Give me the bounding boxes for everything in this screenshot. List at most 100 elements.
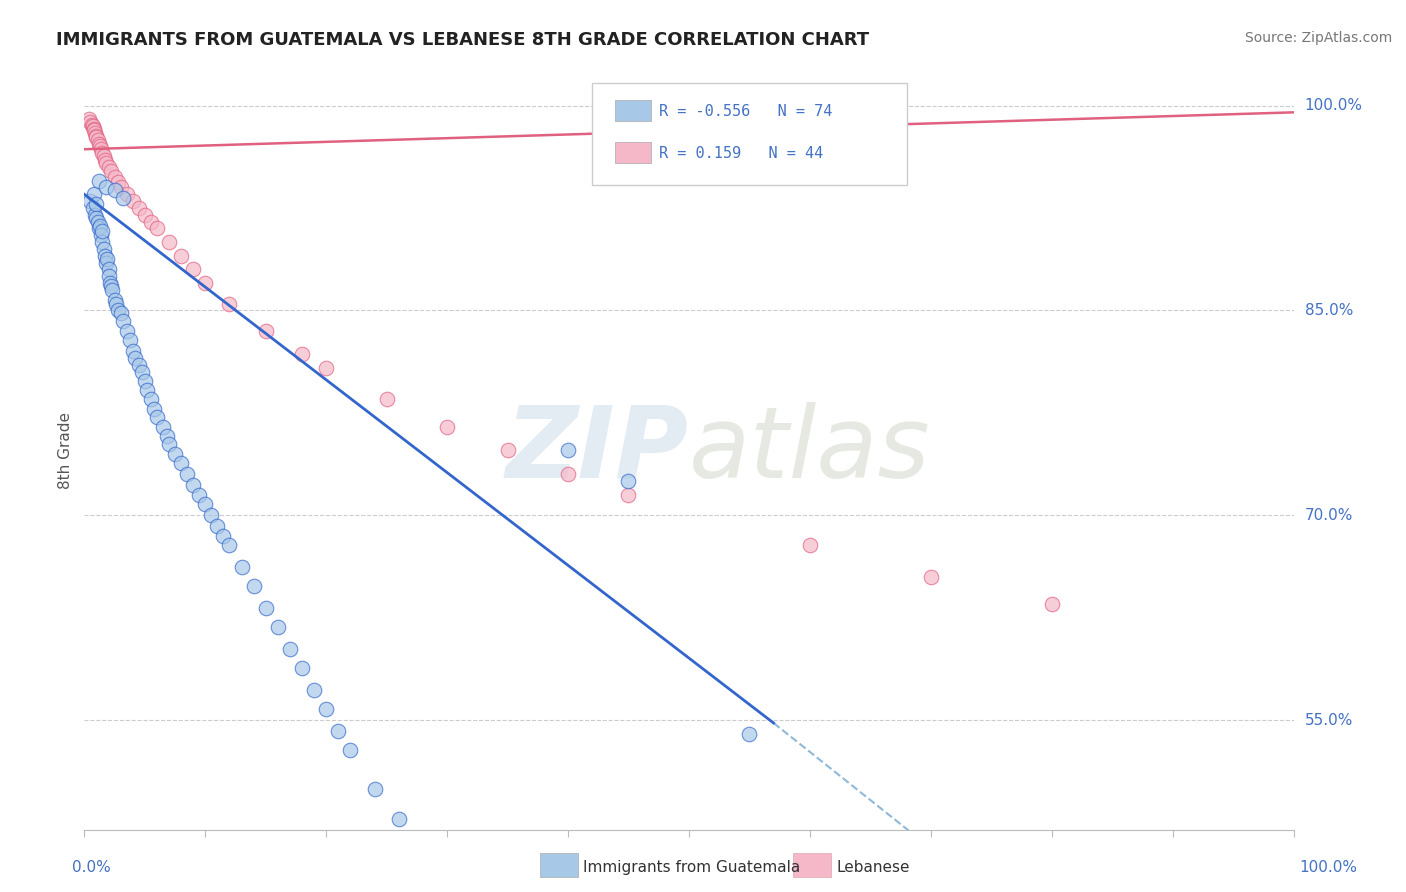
Point	[200, 508, 222, 523]
Point	[212, 529, 235, 543]
Point	[107, 303, 129, 318]
Point	[82, 201, 104, 215]
Point	[181, 262, 204, 277]
Point	[315, 702, 337, 716]
Point	[82, 119, 104, 133]
Point	[136, 383, 159, 397]
Point	[218, 296, 240, 310]
Point	[128, 201, 150, 215]
Text: Lebanese: Lebanese	[837, 860, 910, 874]
Point	[207, 519, 229, 533]
Text: 85.0%: 85.0%	[1305, 303, 1353, 318]
Point	[302, 683, 325, 698]
Point	[86, 214, 108, 228]
Point	[112, 191, 135, 205]
Point	[87, 221, 110, 235]
Point	[188, 488, 211, 502]
Point	[157, 437, 180, 451]
FancyBboxPatch shape	[616, 142, 651, 163]
Point	[388, 812, 411, 826]
Point	[920, 570, 942, 584]
Point	[94, 249, 117, 263]
Point	[124, 351, 146, 366]
Text: 55.0%: 55.0%	[1305, 713, 1353, 728]
Point	[218, 538, 240, 552]
Point	[84, 208, 107, 222]
Point	[242, 579, 264, 593]
Point	[291, 661, 314, 675]
Point	[231, 560, 253, 574]
Point	[115, 324, 138, 338]
Point	[170, 457, 193, 471]
Point	[107, 175, 129, 189]
Point	[93, 149, 115, 163]
Point	[181, 478, 204, 492]
Point	[84, 126, 107, 140]
Point	[87, 136, 110, 151]
Point	[94, 255, 117, 269]
Text: R = -0.556   N = 74: R = -0.556 N = 74	[659, 104, 832, 119]
Point	[90, 142, 112, 156]
Point	[93, 242, 115, 256]
Point	[1040, 597, 1063, 611]
Point	[436, 863, 458, 878]
Point	[121, 194, 143, 208]
Point	[165, 447, 187, 461]
Text: IMMIGRANTS FROM GUATEMALA VS LEBANESE 8TH GRADE CORRELATION CHART: IMMIGRANTS FROM GUATEMALA VS LEBANESE 8T…	[56, 31, 869, 49]
Point	[104, 169, 127, 184]
Point	[339, 743, 361, 757]
Point	[436, 419, 458, 434]
Point	[104, 183, 127, 197]
Point	[375, 392, 398, 407]
Point	[557, 442, 579, 457]
Text: Source: ZipAtlas.com: Source: ZipAtlas.com	[1244, 31, 1392, 45]
Point	[128, 358, 150, 372]
Point	[139, 392, 162, 407]
Text: 100.0%: 100.0%	[1299, 860, 1358, 874]
Point	[139, 214, 162, 228]
Text: 70.0%: 70.0%	[1305, 508, 1353, 523]
Point	[115, 187, 138, 202]
Point	[134, 375, 156, 389]
Point	[254, 601, 277, 615]
Point	[146, 221, 169, 235]
Text: atlas: atlas	[689, 402, 931, 499]
Point	[176, 467, 198, 482]
Point	[86, 133, 108, 147]
Point	[100, 164, 122, 178]
Point	[291, 347, 314, 361]
Point	[254, 324, 277, 338]
Text: ZIP: ZIP	[506, 402, 689, 499]
Point	[110, 180, 132, 194]
Text: 100.0%: 100.0%	[1305, 98, 1362, 113]
Point	[83, 187, 105, 202]
Point	[799, 538, 821, 552]
Text: 0.0%: 0.0%	[72, 860, 111, 874]
Point	[91, 235, 114, 249]
Point	[100, 278, 122, 293]
Point	[80, 118, 103, 132]
Text: Immigrants from Guatemala: Immigrants from Guatemala	[583, 860, 801, 874]
Point	[110, 306, 132, 320]
Point	[496, 442, 519, 457]
Point	[79, 115, 101, 129]
Point	[617, 474, 640, 488]
Point	[152, 419, 174, 434]
Point	[96, 252, 118, 266]
Point	[134, 208, 156, 222]
Point	[267, 620, 290, 634]
Point	[98, 276, 121, 290]
Point	[112, 314, 135, 328]
Point	[89, 139, 111, 153]
Point	[170, 249, 193, 263]
Y-axis label: 8th Grade: 8th Grade	[58, 412, 73, 489]
Point	[104, 296, 127, 310]
Point	[97, 269, 120, 284]
Point	[157, 235, 180, 249]
Text: R = 0.159   N = 44: R = 0.159 N = 44	[659, 145, 823, 161]
Point	[86, 211, 108, 225]
Point	[83, 121, 105, 136]
Point	[86, 128, 108, 143]
Point	[91, 224, 114, 238]
Point	[86, 130, 108, 145]
